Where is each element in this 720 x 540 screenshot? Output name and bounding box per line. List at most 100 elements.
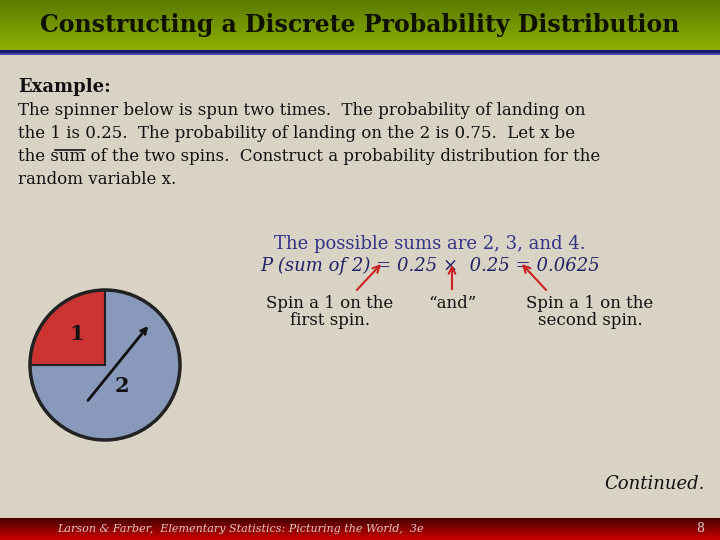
Text: Spin a 1 on the: Spin a 1 on the xyxy=(266,295,394,312)
Bar xyxy=(0,537,720,538)
Bar xyxy=(0,531,720,532)
Text: Larson & Farber,  Elementary Statistics: Picturing the World,  3e: Larson & Farber, Elementary Statistics: … xyxy=(57,524,423,534)
Bar xyxy=(0,519,720,520)
Bar xyxy=(0,521,720,522)
Bar xyxy=(0,33,720,35)
Bar xyxy=(0,530,720,531)
Bar xyxy=(0,32,720,33)
Bar xyxy=(0,529,720,530)
Bar xyxy=(0,42,720,44)
Bar xyxy=(0,30,720,31)
Bar xyxy=(0,524,720,525)
Bar xyxy=(0,528,720,529)
Bar xyxy=(0,28,720,30)
Bar xyxy=(0,48,720,50)
Bar xyxy=(0,526,720,528)
Bar xyxy=(0,538,720,539)
Bar xyxy=(0,23,720,25)
Bar xyxy=(0,536,720,537)
Bar xyxy=(0,535,720,536)
Bar xyxy=(0,53,720,55)
Text: 8: 8 xyxy=(696,523,704,536)
Bar xyxy=(0,538,720,539)
Text: Constructing a Discrete Probability Distribution: Constructing a Discrete Probability Dist… xyxy=(40,13,680,37)
Bar xyxy=(0,517,720,518)
Text: The spinner below is spun two times.  The probability of landing on: The spinner below is spun two times. The… xyxy=(18,102,585,119)
Text: the sum of the two spins.  Construct a probability distribution for the: the sum of the two spins. Construct a pr… xyxy=(18,148,600,165)
Bar xyxy=(0,21,720,23)
Bar xyxy=(0,39,720,41)
Bar xyxy=(0,4,720,6)
Bar xyxy=(0,27,720,29)
Bar xyxy=(0,1,720,3)
Bar xyxy=(0,539,720,540)
Bar xyxy=(0,44,720,46)
Text: Example:: Example: xyxy=(18,78,111,96)
Bar xyxy=(0,36,720,37)
Text: Continued.: Continued. xyxy=(605,475,705,493)
Bar xyxy=(0,527,720,528)
Text: The possible sums are 2, 3, and 4.: The possible sums are 2, 3, and 4. xyxy=(274,235,586,253)
Text: P (sum of 2) = 0.25 ×  0.25 = 0.0625: P (sum of 2) = 0.25 × 0.25 = 0.0625 xyxy=(260,257,600,275)
Bar xyxy=(0,521,720,522)
Bar xyxy=(0,7,720,9)
Bar xyxy=(0,31,720,32)
Bar xyxy=(0,533,720,534)
Bar xyxy=(0,532,720,534)
Bar xyxy=(0,12,720,14)
Text: Spin a 1 on the: Spin a 1 on the xyxy=(526,295,654,312)
Bar xyxy=(0,534,720,535)
Bar xyxy=(0,16,720,17)
Bar xyxy=(0,35,720,36)
Bar xyxy=(0,525,720,526)
Bar xyxy=(0,43,720,45)
Bar xyxy=(0,532,720,533)
Bar xyxy=(0,18,720,20)
Bar xyxy=(0,40,720,43)
Bar xyxy=(0,525,720,526)
Text: the 1 is 0.25.  The probability of landing on the 2 is 0.75.  Let x be: the 1 is 0.25. The probability of landin… xyxy=(18,125,575,142)
Bar xyxy=(0,3,720,5)
Wedge shape xyxy=(30,290,180,440)
Bar xyxy=(0,46,720,48)
Bar xyxy=(0,19,720,21)
Bar xyxy=(0,537,720,538)
Text: first spin.: first spin. xyxy=(290,312,370,329)
Bar xyxy=(0,22,720,24)
Bar xyxy=(0,535,720,536)
Bar xyxy=(0,518,720,519)
Bar xyxy=(0,520,720,521)
Bar xyxy=(0,2,720,4)
Bar xyxy=(0,519,720,521)
Bar xyxy=(0,8,720,10)
Bar xyxy=(0,528,720,529)
Bar xyxy=(0,536,720,537)
Text: random variable x.: random variable x. xyxy=(18,171,176,188)
Bar xyxy=(0,6,720,8)
Bar xyxy=(0,10,720,11)
Bar xyxy=(0,518,720,519)
Bar xyxy=(0,26,720,28)
Bar xyxy=(0,38,720,40)
Bar xyxy=(0,15,720,16)
Bar xyxy=(0,534,720,535)
Bar xyxy=(0,14,720,15)
Bar xyxy=(0,24,720,26)
Bar xyxy=(0,529,720,530)
Bar xyxy=(0,17,720,19)
Bar xyxy=(0,522,720,523)
Text: second spin.: second spin. xyxy=(538,312,642,329)
Text: 2: 2 xyxy=(114,376,129,396)
Text: 1: 1 xyxy=(69,323,84,343)
Bar xyxy=(0,530,720,531)
Wedge shape xyxy=(30,290,105,365)
Bar xyxy=(0,37,720,39)
Bar xyxy=(0,50,720,53)
Bar xyxy=(0,11,720,12)
Bar xyxy=(0,0,720,1)
Bar xyxy=(0,531,720,532)
Bar xyxy=(0,526,720,527)
Bar xyxy=(0,523,720,524)
Bar xyxy=(0,47,720,49)
Text: “and”: “and” xyxy=(428,295,476,312)
